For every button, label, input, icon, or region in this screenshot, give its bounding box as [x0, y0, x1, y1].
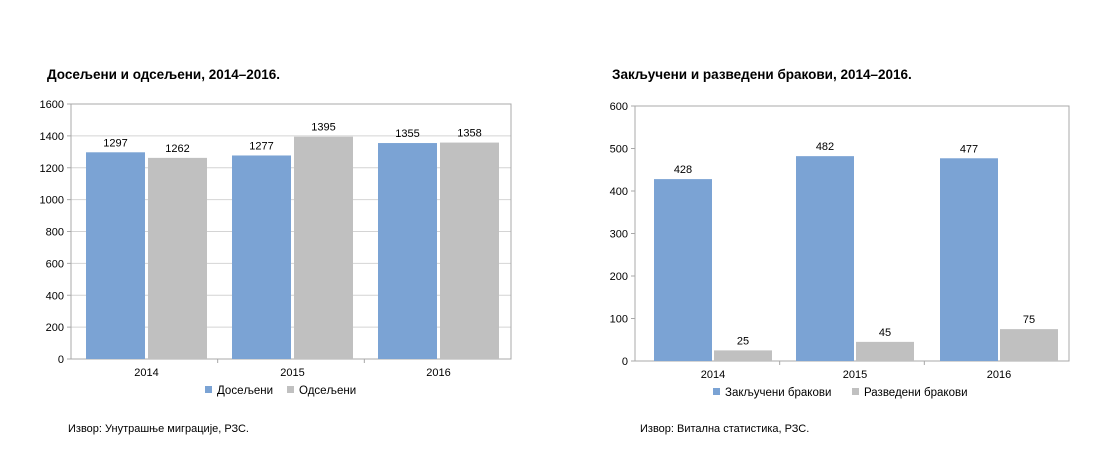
legend-label: Одсељени — [299, 385, 356, 397]
bar — [654, 179, 712, 361]
y-tick-label: 1200 — [40, 163, 64, 175]
data-label: 1277 — [249, 140, 273, 152]
legend-label: Разведени бракови — [864, 387, 968, 399]
chart1-source: Извор: Унутрашње миграције, РЗС. — [68, 423, 249, 435]
chart1-title: Досељени и одсељени, 2014–2016. — [47, 67, 281, 82]
y-tick-label: 500 — [610, 144, 628, 156]
y-tick-label: 1400 — [40, 131, 64, 143]
data-label: 1262 — [165, 143, 189, 155]
x-tick-label: 2014 — [701, 369, 725, 381]
legend-swatch — [287, 386, 294, 393]
bar — [148, 157, 207, 359]
y-tick-label: 200 — [46, 322, 64, 334]
y-tick-label: 300 — [610, 229, 628, 241]
y-tick-label: 400 — [610, 186, 628, 198]
migration-chart: 0 200 400 600 800 1000 1200 1400 1600 1297 1262 201… — [40, 99, 512, 397]
chart2-title: Закључени и разведени бракови, 2014–2016… — [612, 67, 912, 82]
legend-swatch — [713, 388, 720, 395]
x-tick-label: 2016 — [987, 369, 1011, 381]
y-tick-label: 600 — [610, 101, 628, 113]
y-tick-label: 1000 — [40, 195, 64, 207]
y-tick-label: 100 — [610, 314, 628, 326]
legend-swatch — [205, 386, 212, 393]
bar — [232, 155, 291, 359]
data-label: 428 — [674, 164, 692, 176]
bar — [856, 341, 914, 361]
data-label: 477 — [960, 143, 978, 155]
data-label: 1297 — [103, 137, 127, 149]
data-label: 45 — [879, 327, 891, 339]
legend-label: Досељени — [217, 385, 273, 397]
chart2-source: Извор: Витална статистика, РЗС. — [640, 423, 810, 435]
data-label: 75 — [1023, 314, 1035, 326]
y-tick-label: 800 — [46, 227, 64, 239]
y-tick-label: 1600 — [40, 99, 64, 111]
bar — [440, 142, 499, 359]
data-label: 482 — [816, 141, 834, 153]
x-tick-label: 2015 — [843, 369, 867, 381]
legend-label: Закључени бракови — [725, 387, 831, 399]
bar — [796, 156, 854, 361]
bar — [1000, 329, 1058, 361]
bar — [86, 152, 145, 359]
bar — [378, 143, 437, 359]
y-tick-label: 400 — [46, 290, 64, 302]
data-label: 1395 — [311, 122, 335, 134]
marriage-chart: 0 100 200 300 400 500 600 428 25 2014 482 45 2015 477… — [610, 101, 1070, 399]
bar — [294, 136, 353, 359]
x-tick-label: 2014 — [134, 367, 158, 379]
legend-swatch — [852, 388, 859, 395]
y-tick-label: 600 — [46, 258, 64, 270]
x-tick-label: 2015 — [280, 367, 304, 379]
bar — [940, 158, 998, 361]
x-tick-label: 2016 — [426, 367, 450, 379]
data-label: 1358 — [457, 128, 481, 140]
y-tick-label: 0 — [58, 354, 64, 366]
bar — [714, 350, 772, 361]
data-label: 25 — [737, 335, 749, 347]
y-tick-label: 0 — [622, 356, 628, 368]
y-tick-label: 200 — [610, 271, 628, 283]
data-label: 1355 — [395, 128, 419, 140]
